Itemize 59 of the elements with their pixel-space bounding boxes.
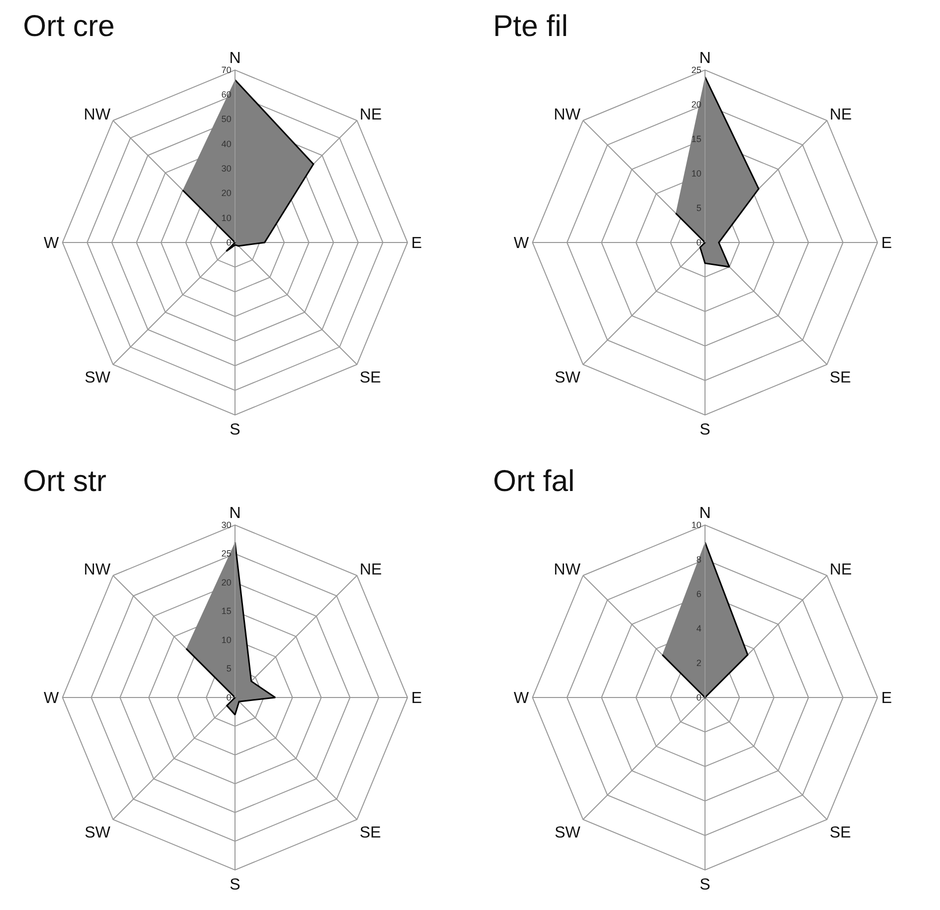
spoke-label: SE: [360, 369, 381, 386]
spoke-label: S: [700, 422, 710, 439]
spoke-label: E: [411, 235, 422, 252]
spoke-label: NW: [554, 562, 582, 579]
spoke-label: E: [881, 235, 892, 252]
chart-title: Ort fal: [493, 465, 575, 498]
chart-title: Pte fil: [493, 10, 568, 43]
y-tick-label: 40: [221, 138, 232, 149]
spoke-label: W: [44, 235, 60, 252]
y-tick-label: 20: [221, 188, 232, 198]
y-tick-label: 10: [691, 520, 702, 530]
spoke-label: SW: [554, 369, 582, 386]
spoke-label: E: [411, 690, 422, 708]
y-tick-label: 10: [691, 168, 702, 178]
spoke-label: E: [881, 690, 892, 708]
chart-title: Ort str: [23, 465, 106, 498]
y-tick-label: 70: [221, 64, 232, 75]
spoke-label: N: [699, 50, 711, 68]
spoke-label: NE: [360, 106, 382, 124]
spoke-label: SW: [84, 824, 112, 842]
y-tick-label: 0: [696, 237, 702, 248]
spoke-label: SW: [84, 369, 112, 386]
spoke-label: W: [514, 690, 530, 708]
spoke-label: S: [230, 422, 240, 439]
y-tick-label: 10: [221, 634, 232, 645]
y-tick-label: 0: [226, 237, 232, 248]
spoke-label: S: [700, 876, 710, 894]
spoke-label: S: [230, 876, 240, 894]
spoke-label: W: [514, 235, 530, 252]
spoke-label: W: [44, 690, 60, 708]
y-tick-label: 15: [221, 606, 232, 616]
y-tick-label: 2: [696, 658, 702, 668]
spoke-label: SE: [830, 369, 851, 386]
spoke-label: NE: [830, 106, 852, 124]
y-tick-label: 10: [221, 212, 232, 223]
y-tick-label: 6: [696, 588, 702, 599]
y-tick-label: 5: [226, 664, 232, 674]
y-tick-label: 15: [691, 134, 702, 144]
spoke-label: NW: [84, 106, 112, 124]
spoke-label: SE: [360, 824, 381, 842]
spoke-label: NE: [830, 562, 852, 579]
y-tick-label: 5: [696, 202, 702, 213]
spoke-label: N: [229, 505, 241, 522]
y-tick-label: 20: [221, 577, 232, 588]
y-tick-label: 25: [691, 64, 702, 75]
y-tick-label: 0: [696, 692, 702, 702]
y-tick-label: 0: [226, 692, 232, 702]
spoke-label: N: [699, 505, 711, 522]
spoke-label: SE: [830, 824, 851, 842]
spoke-label: N: [229, 50, 241, 68]
spoke-label: NW: [84, 562, 112, 579]
y-tick-label: 30: [221, 520, 232, 530]
y-tick-label: 4: [696, 623, 702, 634]
spoke-label: NW: [554, 106, 582, 124]
chart-title: Ort cre: [23, 10, 115, 43]
spoke-label: NE: [360, 562, 382, 579]
y-tick-label: 50: [221, 114, 232, 124]
spoke-label: SW: [554, 824, 582, 842]
y-tick-label: 30: [221, 163, 232, 174]
